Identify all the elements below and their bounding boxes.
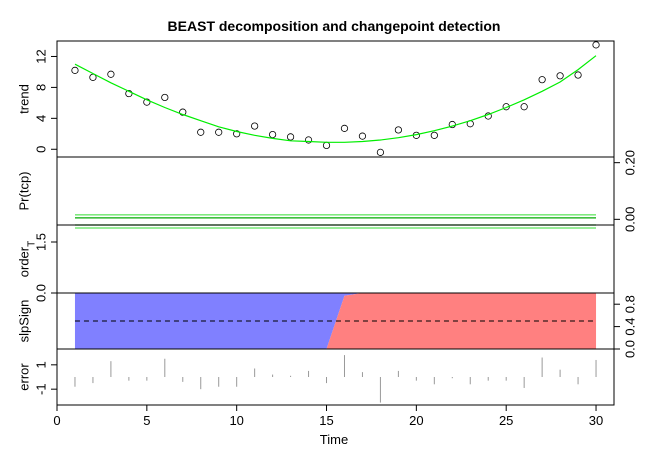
observed-point <box>538 76 546 84</box>
observed-point <box>556 72 564 80</box>
x-tick-label: 15 <box>319 413 333 428</box>
y-tick-label: 1.5 <box>34 233 49 251</box>
observed-point <box>592 41 600 49</box>
observed-point <box>340 124 349 132</box>
y-tick-label: 8 <box>34 84 49 91</box>
panel-frame <box>56 224 615 294</box>
observed-point <box>520 103 528 111</box>
y-tick-label: 0.8 <box>623 295 638 313</box>
x-axis: 0 5 10 15 20 25 30 <box>53 404 603 428</box>
observed-point <box>179 108 187 116</box>
y-axis-label: orderT <box>17 241 38 277</box>
y-tick-label: 0.0 <box>623 340 638 358</box>
observed-point <box>286 133 295 141</box>
observed-point <box>574 71 582 79</box>
observed-point <box>394 126 402 134</box>
x-tick-label: 20 <box>409 413 423 428</box>
panel-frame <box>56 348 615 406</box>
observed-point <box>430 131 438 139</box>
panel-frame <box>56 40 615 158</box>
y-tick-label: 12 <box>34 49 49 63</box>
observed-point <box>251 122 259 130</box>
observed-point <box>376 148 385 156</box>
y-tick-label: 0.4 <box>623 318 638 336</box>
x-tick-label: 10 <box>229 413 243 428</box>
observed-point <box>215 128 223 136</box>
observed-point <box>322 141 331 149</box>
y-axis-label: error <box>17 363 32 391</box>
observed-point <box>125 89 133 98</box>
y-axis-label: Pr(tcp) <box>17 172 32 211</box>
y-axis-label: slpSign <box>17 300 32 343</box>
y-axis-label-main: order <box>17 246 32 277</box>
trend-line <box>74 55 597 143</box>
panel-slpsign: 0.0 0.4 0.8 slpSign <box>17 292 638 358</box>
observed-point <box>269 130 277 139</box>
observed-point <box>197 128 205 136</box>
observed-point <box>143 98 151 106</box>
observed-point <box>161 93 169 102</box>
x-tick-label: 5 <box>143 413 150 428</box>
observed-point <box>233 130 241 138</box>
y-tick-label: 0 <box>34 146 49 153</box>
observed-point <box>71 66 79 74</box>
y-axis-label-sub: T <box>26 241 37 247</box>
y-tick-label: 0.0 <box>34 284 49 302</box>
x-tick-label: 30 <box>589 413 603 428</box>
slpsign-positive-band <box>74 293 597 349</box>
slpsign-negative-band <box>74 293 597 349</box>
x-tick-label: 0 <box>53 413 60 428</box>
y-tick-label: 1 <box>34 361 49 368</box>
observed-point <box>358 132 367 140</box>
y-tick-label: -1 <box>34 383 49 395</box>
y-axis-label: trend <box>17 84 32 114</box>
y-tick-label: 0.20 <box>623 150 638 175</box>
panel-tcp: 0.00 0.20 Pr(tcp) <box>17 150 638 232</box>
y-tick-label: 0.00 <box>623 207 638 232</box>
x-axis-label: Time <box>320 432 348 447</box>
x-tick-label: 25 <box>499 413 513 428</box>
panel-trend: 0 4 8 12 trend <box>17 40 615 158</box>
y-tick-label: 4 <box>34 115 49 122</box>
observed-point <box>304 136 313 144</box>
panels-layer: 04812trend0.000.20Pr(tcp)0.01.5orderT0.0… <box>17 40 638 428</box>
observed-point <box>107 70 115 78</box>
chart-title: BEAST decomposition and changepoint dete… <box>168 18 501 34</box>
